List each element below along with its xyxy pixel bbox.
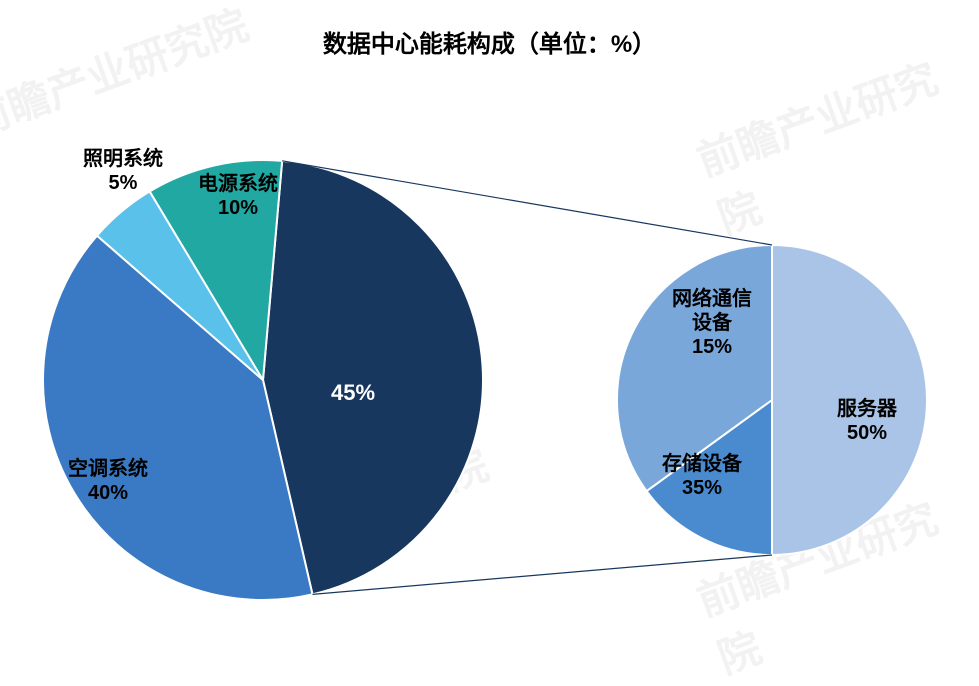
- svg-text:15%: 15%: [692, 336, 732, 358]
- svg-text:电源系统: 电源系统: [198, 171, 278, 195]
- pie-of-pie-chart: 45% 空调系统40% 照明系统5% 电源系统10% 服务器50% 网络通信设备15% 存储…: [0, 0, 979, 654]
- svg-text:设备: 设备: [692, 310, 733, 334]
- svg-text:5%: 5%: [109, 172, 138, 194]
- svg-text:存储设备: 存储设备: [662, 451, 743, 475]
- main-pie-label-lighting: 照明系统5%: [83, 146, 163, 194]
- svg-text:50%: 50%: [847, 422, 887, 444]
- svg-text:10%: 10%: [218, 197, 258, 219]
- main-pie-value-it: 45%: [331, 380, 375, 405]
- svg-text:35%: 35%: [682, 477, 722, 499]
- svg-text:40%: 40%: [88, 482, 128, 504]
- svg-text:照明系统: 照明系统: [83, 146, 163, 170]
- svg-text:网络通信: 网络通信: [672, 286, 752, 310]
- svg-text:服务器: 服务器: [837, 396, 898, 420]
- svg-text:空调系统: 空调系统: [68, 456, 148, 480]
